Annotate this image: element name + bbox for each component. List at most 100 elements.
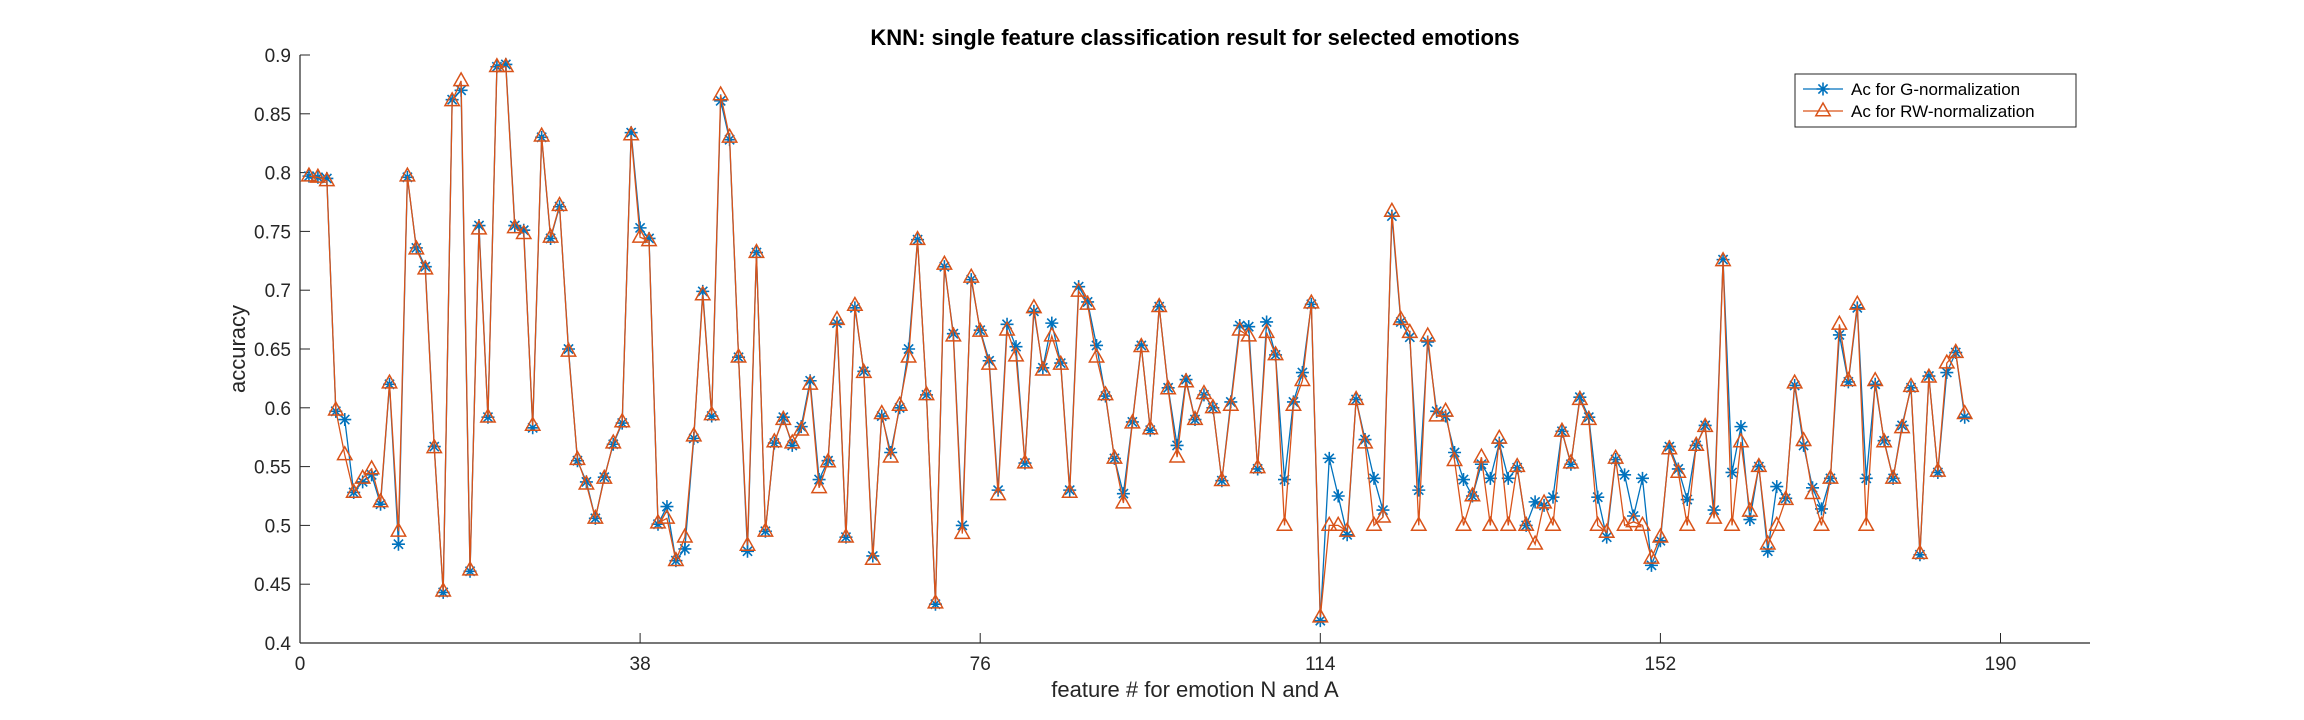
series-2-point (1562, 453, 1580, 469)
series-2-point (470, 219, 488, 235)
series-2-point (1848, 294, 1866, 310)
series-1-point (1841, 375, 1855, 389)
chart-title: KNN: single feature classification resul… (870, 25, 1519, 50)
x-tick-label: 76 (970, 654, 991, 675)
series-2-point (1097, 385, 1114, 401)
series-2-point (1589, 515, 1607, 531)
x-tick-label: 152 (1645, 654, 1677, 675)
series-2-point (560, 341, 577, 357)
legend: Ac for G-normalization Ac for RW-normaliz… (1794, 73, 2077, 128)
series-2-point (1607, 448, 1625, 464)
series-1-point (1644, 558, 1658, 572)
x-tick-label: 38 (630, 654, 651, 675)
series-1-point (1591, 490, 1605, 504)
series-2-point (1016, 453, 1034, 469)
series-1-point (1671, 462, 1685, 476)
series-1-point (1233, 318, 1247, 332)
series-2-point (1714, 251, 1732, 267)
series-2-point (819, 452, 837, 468)
series-2-point (425, 438, 443, 454)
series-2-point (909, 230, 927, 246)
series-2-point (730, 347, 748, 363)
series-1-point (436, 585, 450, 599)
series-2-point (1356, 433, 1374, 449)
series-2-point (1786, 373, 1804, 389)
y-tick-label: 0.85 (254, 105, 291, 126)
series-2-point (443, 91, 461, 107)
series-2-point (676, 527, 694, 543)
series-2-point (828, 310, 846, 326)
series-2-point (1830, 314, 1848, 330)
series-2-point (613, 412, 631, 428)
series-2-point (345, 482, 363, 499)
series-2-point (533, 126, 551, 142)
series-2-point (694, 285, 712, 301)
series-1-point (1394, 315, 1408, 329)
y-tick-label: 0.4 (265, 634, 292, 655)
series-2-point (765, 432, 783, 448)
series-2-point (1956, 404, 1974, 420)
series-2-point (1446, 451, 1464, 467)
series-2-point (506, 218, 524, 234)
series-2-point (318, 171, 336, 187)
series-2-point (1938, 353, 1956, 369)
legend-label: Ac for RW-normalization (1851, 102, 2035, 121)
y-tick-label: 0.55 (254, 458, 291, 479)
series-2-point (712, 85, 730, 101)
series-2-point (1249, 458, 1267, 474)
series-2-point (1159, 379, 1177, 395)
series-2-point (1428, 406, 1446, 422)
series-2-point (1123, 413, 1141, 429)
series-2-point (1634, 515, 1651, 531)
series-2-point (1947, 342, 1965, 359)
series-1-point (1806, 481, 1820, 495)
series-2-point (586, 508, 604, 524)
series-2-point (1320, 515, 1338, 531)
series-2-point (1481, 515, 1499, 531)
series-1-point (696, 284, 710, 298)
series-1-point (794, 420, 808, 434)
series-2-point (1338, 521, 1356, 537)
series-1-point (579, 475, 593, 489)
series-1-point (1573, 390, 1587, 404)
series-2-point (1311, 607, 1329, 623)
series-2-point (1052, 354, 1070, 370)
series-1-point (517, 223, 531, 237)
series-2-point (721, 127, 739, 143)
series-2-point (649, 513, 667, 529)
series-2-point (309, 167, 327, 183)
series-1-point (544, 231, 558, 245)
series-2-point (1347, 390, 1365, 406)
series-1-point (776, 410, 790, 424)
series-2-point (1374, 507, 1392, 523)
series-2-point (1642, 548, 1660, 564)
series-1-point (1278, 473, 1291, 487)
series-1-point (356, 475, 370, 489)
series-2-point (1186, 410, 1204, 426)
series-2-point (1678, 515, 1696, 531)
series-1-point (1546, 490, 1560, 504)
series-1-point (338, 413, 352, 427)
series-1-point (1761, 544, 1775, 558)
series-2-point (1410, 515, 1428, 531)
series-1-point (1260, 315, 1274, 329)
series-2-point (1222, 395, 1240, 411)
y-tick-label: 0.9 (265, 46, 291, 67)
series-2-point (1141, 419, 1159, 435)
series-1-point (1716, 253, 1730, 267)
series-2-point (685, 426, 703, 442)
series-1-point (1170, 438, 1184, 452)
series-1-point (1680, 493, 1694, 507)
series-2-point (1705, 508, 1723, 524)
series-2-point (515, 224, 533, 240)
series-2-point (1553, 421, 1571, 437)
series-2-point (1195, 384, 1213, 400)
series-2-point (1177, 372, 1195, 388)
series-2-point (354, 468, 372, 484)
series-1-point (1743, 513, 1757, 527)
series-2-point (568, 450, 586, 466)
series-2-point (1804, 484, 1822, 500)
series-1-point (678, 542, 692, 556)
y-tick-label: 0.6 (265, 399, 291, 420)
series-2-point (363, 459, 381, 475)
